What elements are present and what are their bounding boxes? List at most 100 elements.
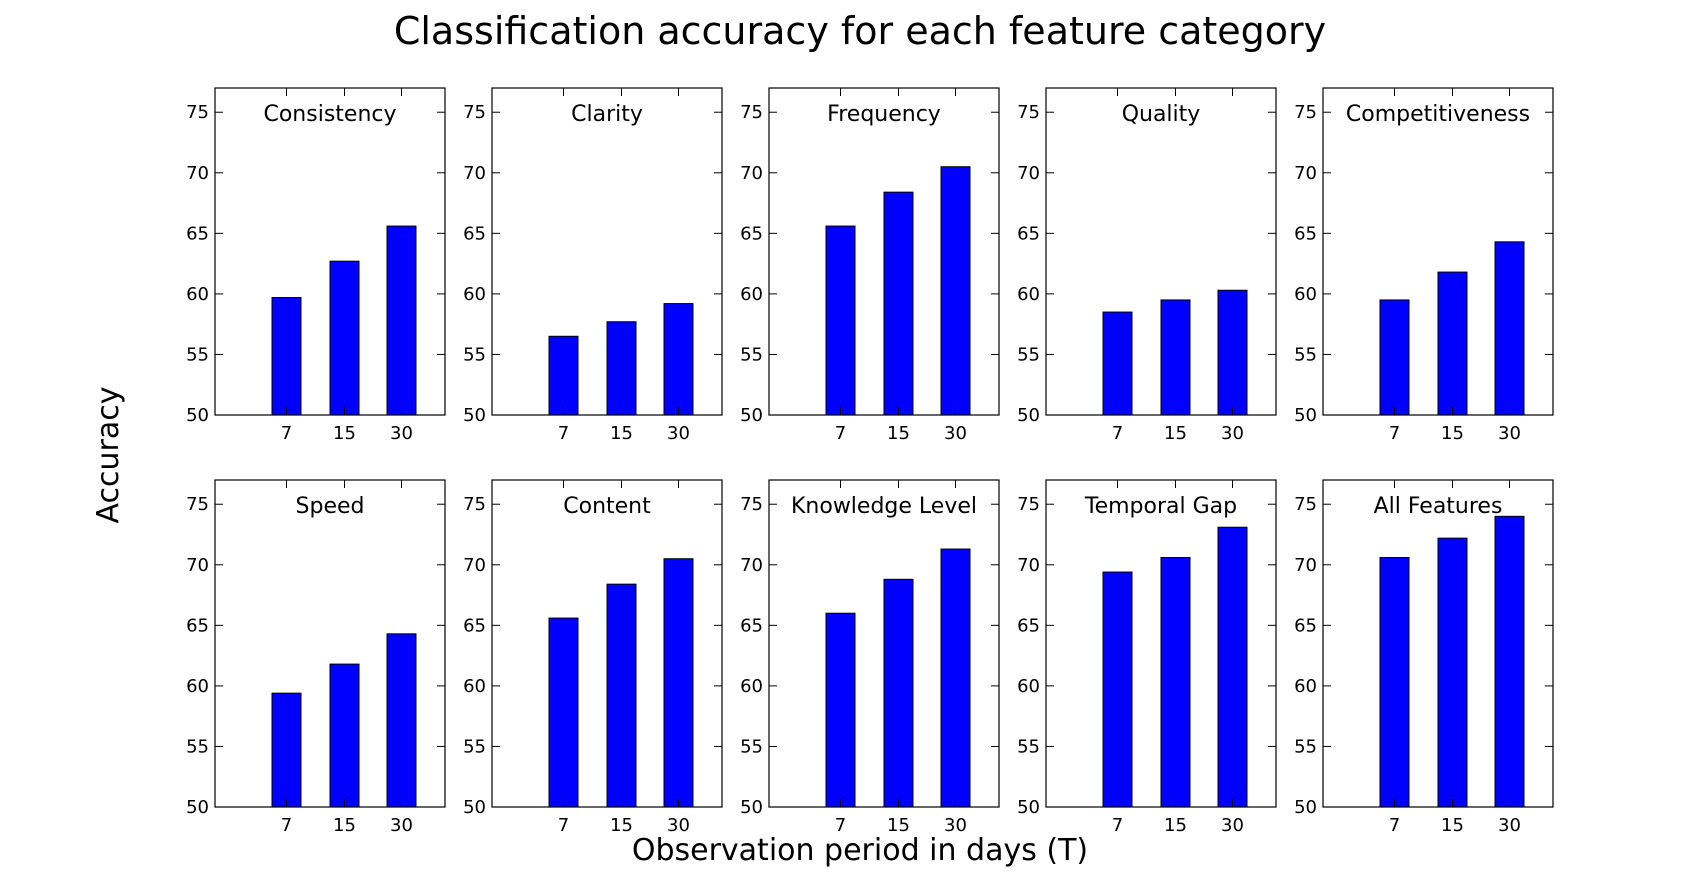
panel-title: Clarity — [571, 102, 643, 127]
panel-title: Content — [563, 494, 651, 519]
x-tick-label: 15 — [887, 815, 910, 836]
bar — [1102, 311, 1133, 416]
bar — [386, 633, 417, 808]
panel-9: 50 55 60 65 70 75 7 15 30 All Features — [1294, 479, 1554, 836]
y-tick-label: 75 — [1017, 494, 1040, 515]
panel-2: 50 55 60 65 70 75 7 15 30 Frequency — [740, 87, 1000, 444]
x-tick-label: 15 — [887, 423, 910, 444]
panel-title: Competitiveness — [1346, 102, 1530, 127]
panel-title: Knowledge Level — [791, 494, 977, 519]
y-tick-label: 60 — [186, 676, 209, 697]
y-tick-label: 55 — [1017, 736, 1040, 757]
y-tick-label: 65 — [740, 223, 763, 244]
bar — [1494, 241, 1525, 416]
y-tick-label: 50 — [740, 797, 763, 818]
bar — [1494, 515, 1525, 808]
x-tick-label: 30 — [667, 815, 690, 836]
bar — [1102, 571, 1133, 808]
y-tick-label: 65 — [186, 615, 209, 636]
panel-6: 50 55 60 65 70 75 7 15 30 Content — [463, 479, 723, 836]
y-axis-label: Accuracy — [91, 387, 126, 524]
x-tick-label: 7 — [1389, 815, 1400, 836]
y-tick-label: 60 — [1294, 676, 1317, 697]
x-tick-label: 30 — [944, 423, 967, 444]
bar — [825, 612, 856, 808]
panel-4: 50 55 60 65 70 75 7 15 30 Competitiveness — [1294, 87, 1554, 444]
y-tick-label: 50 — [186, 405, 209, 426]
chart-title: Classification accuracy for each feature… — [394, 9, 1326, 53]
bar — [1160, 299, 1191, 416]
y-tick-label: 70 — [740, 163, 763, 184]
panel-0: 50 55 60 65 70 75 7 15 30 Consistency — [186, 87, 446, 444]
panel-8: 50 55 60 65 70 75 7 15 30 Temporal Gap — [1017, 479, 1277, 836]
y-tick-label: 65 — [1017, 615, 1040, 636]
y-tick-label: 55 — [463, 344, 486, 365]
bar — [1379, 299, 1410, 416]
x-tick-label: 30 — [1221, 423, 1244, 444]
bar — [883, 578, 914, 808]
y-tick-label: 55 — [463, 736, 486, 757]
y-tick-label: 75 — [740, 494, 763, 515]
x-tick-label: 30 — [944, 815, 967, 836]
y-tick-label: 50 — [186, 797, 209, 818]
x-tick-label: 30 — [1498, 423, 1521, 444]
y-tick-label: 60 — [1017, 284, 1040, 305]
y-tick-label: 55 — [186, 344, 209, 365]
panel-title: Frequency — [827, 102, 941, 127]
x-tick-label: 30 — [390, 815, 413, 836]
y-tick-label: 75 — [1294, 102, 1317, 123]
y-tick-label: 60 — [1294, 284, 1317, 305]
bar — [1217, 526, 1248, 808]
x-tick-label: 15 — [1441, 815, 1464, 836]
panel-title: Speed — [296, 494, 365, 519]
panel-frame — [1322, 87, 1554, 416]
panel-frame — [1045, 87, 1277, 416]
y-tick-label: 70 — [186, 163, 209, 184]
y-tick-label: 50 — [1017, 797, 1040, 818]
x-tick-label: 15 — [1441, 423, 1464, 444]
bar — [606, 583, 637, 808]
bar — [329, 260, 360, 416]
x-tick-label: 30 — [667, 423, 690, 444]
y-tick-label: 75 — [1017, 102, 1040, 123]
x-tick-label: 30 — [1221, 815, 1244, 836]
y-tick-label: 60 — [740, 284, 763, 305]
x-tick-label: 15 — [1164, 423, 1187, 444]
y-tick-label: 65 — [740, 615, 763, 636]
x-tick-label: 7 — [835, 423, 846, 444]
bar — [1437, 271, 1468, 416]
bar — [1379, 557, 1410, 808]
x-tick-label: 15 — [610, 815, 633, 836]
bar — [1437, 537, 1468, 808]
y-tick-label: 60 — [1017, 676, 1040, 697]
y-tick-label: 60 — [463, 284, 486, 305]
y-tick-label: 75 — [740, 102, 763, 123]
y-tick-label: 55 — [740, 344, 763, 365]
bar — [548, 335, 579, 416]
x-tick-label: 7 — [1389, 423, 1400, 444]
y-tick-label: 70 — [463, 163, 486, 184]
y-tick-label: 55 — [1294, 344, 1317, 365]
panel-frame — [214, 87, 446, 416]
y-tick-label: 50 — [463, 405, 486, 426]
panel-frame — [214, 479, 446, 808]
panel-3: 50 55 60 65 70 75 7 15 30 Quality — [1017, 87, 1277, 444]
panel-frame — [1322, 479, 1554, 808]
y-tick-label: 50 — [1017, 405, 1040, 426]
y-tick-label: 70 — [740, 555, 763, 576]
x-tick-label: 7 — [281, 423, 292, 444]
y-tick-label: 50 — [1294, 405, 1317, 426]
y-tick-label: 55 — [740, 736, 763, 757]
y-tick-label: 70 — [1017, 163, 1040, 184]
panel-frame — [491, 479, 723, 808]
y-tick-label: 65 — [463, 615, 486, 636]
y-tick-label: 55 — [186, 736, 209, 757]
bar — [606, 321, 637, 416]
y-tick-label: 60 — [186, 284, 209, 305]
panel-frame — [1045, 479, 1277, 808]
y-tick-label: 75 — [463, 102, 486, 123]
bar — [386, 225, 417, 416]
y-tick-label: 65 — [186, 223, 209, 244]
bar — [1160, 557, 1191, 808]
